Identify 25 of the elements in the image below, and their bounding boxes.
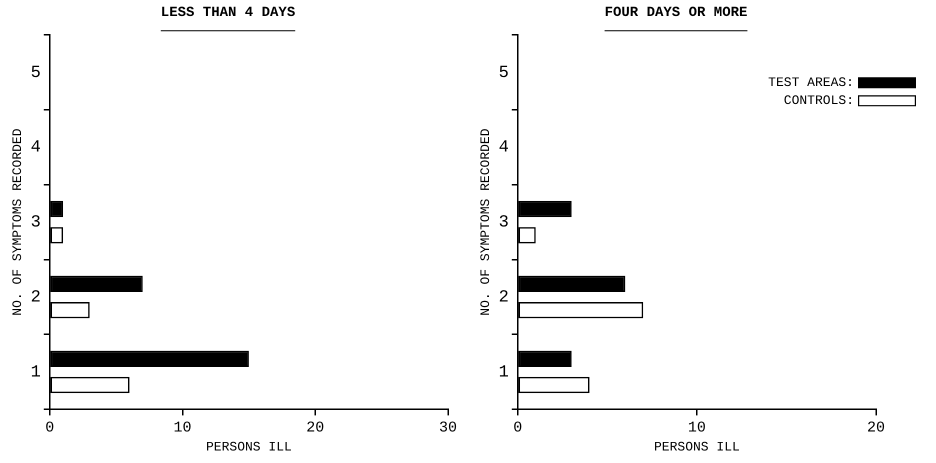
x-tick-label: 20 xyxy=(306,419,324,436)
x-axis-title: PERSONS ILL xyxy=(206,440,292,455)
y-tick-label: 4 xyxy=(30,138,41,158)
legend-label: TEST AREAS: xyxy=(768,75,854,90)
x-tick-label: 30 xyxy=(438,419,458,436)
x-tick-label: 10 xyxy=(174,419,192,436)
y-tick-label: 2 xyxy=(498,288,509,308)
x-tick-label: 20 xyxy=(866,419,886,436)
y-tick-label: 1 xyxy=(498,363,509,382)
y-axis-title: NO. OF SYMPTOMS RECORDED xyxy=(478,128,494,316)
y-tick-label: 3 xyxy=(498,214,509,233)
y-tick-label: 2 xyxy=(30,288,41,308)
x-tick-label: 0 xyxy=(45,419,54,436)
x-tick-label: 0 xyxy=(513,419,522,436)
x-tick-label: 10 xyxy=(688,419,706,436)
chart-title: FOUR DAYS OR MORE xyxy=(604,4,748,21)
y-tick-label: 5 xyxy=(30,64,41,83)
y-tick-label: 3 xyxy=(30,214,41,233)
chart-title: LESS THAN 4 DAYS xyxy=(160,4,296,21)
y-tick-label: 4 xyxy=(498,138,509,158)
y-tick-label: 5 xyxy=(498,64,509,83)
y-tick-label: 1 xyxy=(30,363,41,382)
y-axis-title: NO. OF SYMPTOMS RECORDED xyxy=(10,128,26,316)
x-axis-title: PERSONS ILL xyxy=(654,440,740,455)
legend-label: CONTROLS: xyxy=(784,93,854,108)
